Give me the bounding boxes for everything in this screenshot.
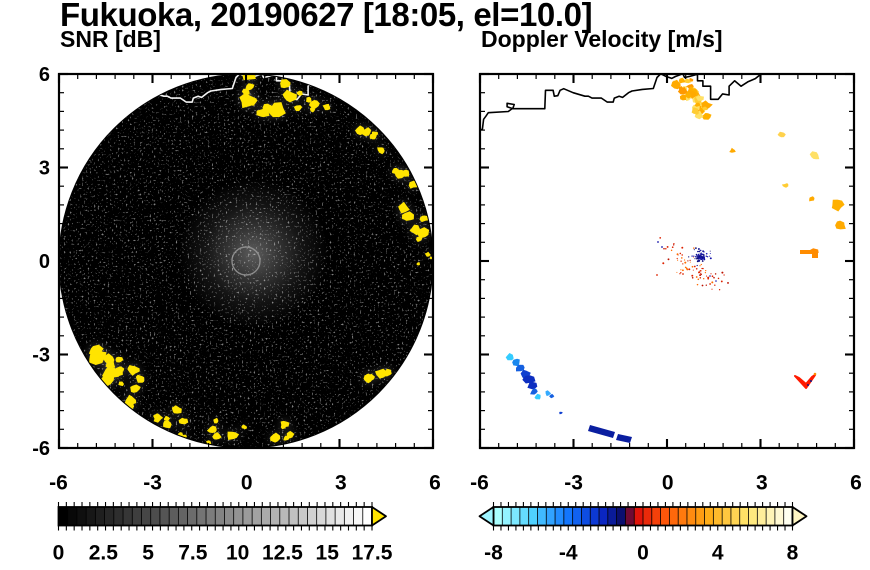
svg-text:6: 6 <box>850 472 862 495</box>
svg-text:-8: -8 <box>484 542 503 565</box>
svg-text:7.5: 7.5 <box>178 542 208 565</box>
svg-text:-6: -6 <box>49 472 68 495</box>
svg-text:10: 10 <box>226 542 249 565</box>
svg-text:3: 3 <box>335 472 347 495</box>
svg-text:0: 0 <box>662 472 674 495</box>
svg-text:0: 0 <box>53 542 65 565</box>
svg-text:0: 0 <box>241 472 253 495</box>
svg-text:-6: -6 <box>32 438 50 460</box>
svg-text:3: 3 <box>39 158 50 180</box>
svg-text:17.5: 17.5 <box>352 542 393 565</box>
svg-text:-3: -3 <box>143 472 162 495</box>
svg-text:0: 0 <box>637 542 649 565</box>
svg-text:12.5: 12.5 <box>262 542 303 565</box>
svg-text:-6: -6 <box>470 472 489 495</box>
svg-text:3: 3 <box>756 472 768 495</box>
svg-text:6: 6 <box>39 64 50 86</box>
svg-text:8: 8 <box>787 542 799 565</box>
svg-text:-3: -3 <box>32 345 50 367</box>
svg-text:4: 4 <box>712 542 724 565</box>
svg-text:15: 15 <box>316 542 340 565</box>
svg-text:0: 0 <box>39 251 50 273</box>
svg-text:-3: -3 <box>564 472 583 495</box>
svg-text:5: 5 <box>142 542 154 565</box>
svg-text:-4: -4 <box>559 542 578 565</box>
svg-text:6: 6 <box>429 472 441 495</box>
svg-text:2.5: 2.5 <box>89 542 119 565</box>
